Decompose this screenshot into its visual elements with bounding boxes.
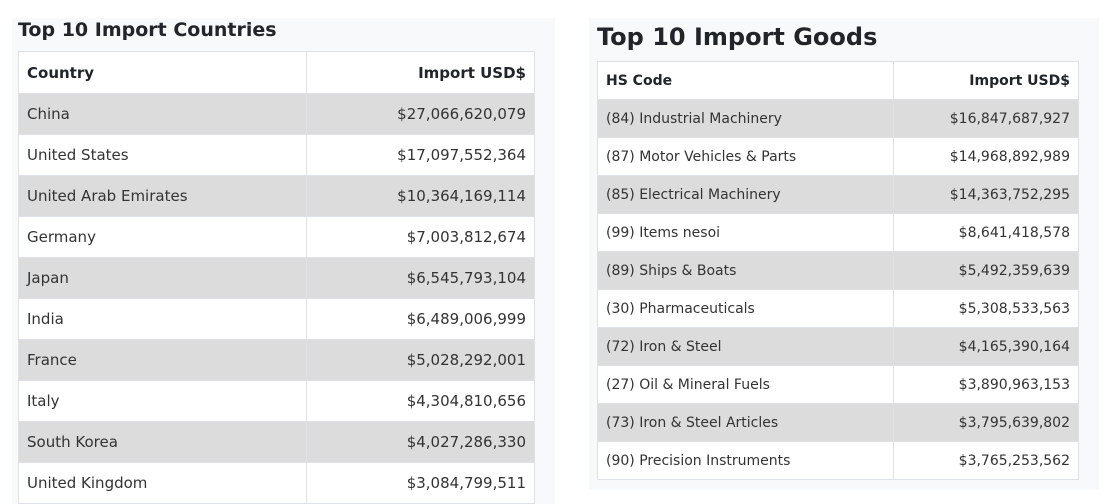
hs-code-cell: (84) Industrial Machinery (597, 99, 894, 138)
import-value-cell: $3,084,799,511 (306, 462, 535, 504)
import-countries-title: Top 10 Import Countries (18, 19, 277, 41)
table-header-row: Country Import USD$ (18, 51, 535, 94)
import-value-cell: $8,641,418,578 (893, 213, 1079, 252)
hs-code-column-header[interactable]: HS Code (597, 61, 894, 100)
import-value-cell: $3,890,963,153 (893, 365, 1079, 404)
country-cell: Japan (18, 257, 307, 299)
import-value-cell: $4,165,390,164 (893, 327, 1079, 366)
import-goods-title: Top 10 Import Goods (597, 23, 878, 51)
hs-code-cell: (87) Motor Vehicles & Parts (597, 137, 894, 176)
table-row: Japan $6,545,793,104 (18, 257, 535, 299)
country-cell: India (18, 298, 307, 340)
import-usd-column-header[interactable]: Import USD$ (306, 51, 535, 94)
table-row: (99) Items nesoi $8,641,418,578 (597, 213, 1079, 252)
country-cell: South Korea (18, 421, 307, 463)
import-countries-table: Country Import USD$ China $27,066,620,079… (18, 51, 535, 504)
import-value-cell: $6,489,006,999 (306, 298, 535, 340)
country-cell: Germany (18, 216, 307, 258)
table-row: (90) Precision Instruments $3,765,253,562 (597, 441, 1079, 480)
import-value-cell: $3,765,253,562 (893, 441, 1079, 480)
country-cell: United Kingdom (18, 462, 307, 504)
table-row: China $27,066,620,079 (18, 93, 535, 135)
hs-code-cell: (89) Ships & Boats (597, 251, 894, 290)
hs-code-cell: (27) Oil & Mineral Fuels (597, 365, 894, 404)
import-value-cell: $5,028,292,001 (306, 339, 535, 381)
table-row: (30) Pharmaceuticals $5,308,533,563 (597, 289, 1079, 328)
import-value-cell: $4,027,286,330 (306, 421, 535, 463)
hs-code-cell: (99) Items nesoi (597, 213, 894, 252)
hs-code-cell: (85) Electrical Machinery (597, 175, 894, 214)
table-row: United Arab Emirates $10,364,169,114 (18, 175, 535, 217)
table-row: (84) Industrial Machinery $16,847,687,927 (597, 99, 1079, 138)
table-row: (89) Ships & Boats $5,492,359,639 (597, 251, 1079, 290)
import-goods-panel: Top 10 Import Goods HS Code Import USD$ … (589, 18, 1099, 490)
hs-code-cell: (73) Iron & Steel Articles (597, 403, 894, 442)
import-value-cell: $27,066,620,079 (306, 93, 535, 135)
import-goods-body: (84) Industrial Machinery $16,847,687,927… (597, 99, 1079, 480)
import-value-cell: $3,795,639,802 (893, 403, 1079, 442)
table-row: (72) Iron & Steel $4,165,390,164 (597, 327, 1079, 366)
country-cell: Italy (18, 380, 307, 422)
country-cell: France (18, 339, 307, 381)
import-value-cell: $14,968,892,989 (893, 137, 1079, 176)
import-countries-body: China $27,066,620,079 United States $17,097… (18, 93, 535, 504)
hs-code-cell: (90) Precision Instruments (597, 441, 894, 480)
country-column-header[interactable]: Country (18, 51, 307, 94)
table-row: India $6,489,006,999 (18, 298, 535, 340)
table-header-row: HS Code Import USD$ (597, 61, 1079, 100)
country-cell: United Arab Emirates (18, 175, 307, 217)
table-row: United Kingdom $3,084,799,511 (18, 462, 535, 504)
table-row: Italy $4,304,810,656 (18, 380, 535, 422)
import-value-cell: $17,097,552,364 (306, 134, 535, 176)
import-value-cell: $10,364,169,114 (306, 175, 535, 217)
country-cell: United States (18, 134, 307, 176)
import-value-cell: $16,847,687,927 (893, 99, 1079, 138)
table-row: Germany $7,003,812,674 (18, 216, 535, 258)
table-row: (85) Electrical Machinery $14,363,752,295 (597, 175, 1079, 214)
import-value-cell: $5,492,359,639 (893, 251, 1079, 290)
table-row: United States $17,097,552,364 (18, 134, 535, 176)
table-row: (87) Motor Vehicles & Parts $14,968,892,9… (597, 137, 1079, 176)
import-value-cell: $4,304,810,656 (306, 380, 535, 422)
import-countries-panel: Top 10 Import Countries Country Import U… (12, 18, 555, 504)
import-value-cell: $6,545,793,104 (306, 257, 535, 299)
import-value-cell: $14,363,752,295 (893, 175, 1079, 214)
table-row: (27) Oil & Mineral Fuels $3,890,963,153 (597, 365, 1079, 404)
import-usd-column-header[interactable]: Import USD$ (893, 61, 1079, 100)
import-value-cell: $5,308,533,563 (893, 289, 1079, 328)
import-value-cell: $7,003,812,674 (306, 216, 535, 258)
table-row: South Korea $4,027,286,330 (18, 421, 535, 463)
country-cell: China (18, 93, 307, 135)
hs-code-cell: (30) Pharmaceuticals (597, 289, 894, 328)
table-row: (73) Iron & Steel Articles $3,795,639,802 (597, 403, 1079, 442)
hs-code-cell: (72) Iron & Steel (597, 327, 894, 366)
table-row: France $5,028,292,001 (18, 339, 535, 381)
import-goods-table: HS Code Import USD$ (84) Industrial Mach… (597, 61, 1079, 480)
